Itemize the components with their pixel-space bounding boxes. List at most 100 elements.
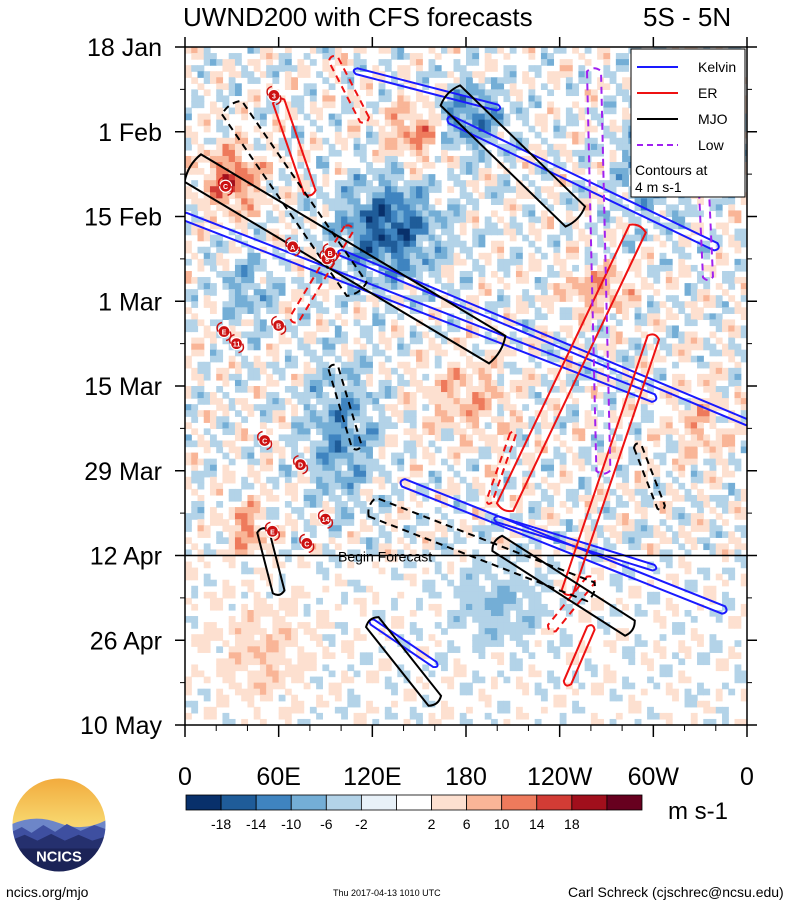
heat-cell [497,180,505,187]
heat-cell [615,174,623,181]
heat-cell [472,567,480,575]
heat-cell [559,289,567,296]
heat-cell [247,186,255,193]
heat-cell [490,95,498,103]
heat-cell [309,549,317,557]
heat-cell [278,573,286,581]
heat-cell [622,603,629,611]
heat-cell [422,246,430,254]
heat-cell [272,658,280,666]
heat-cell [547,264,555,272]
heat-cell [322,89,330,97]
heat-cell [278,331,286,339]
heat-cell [547,628,555,635]
heat-cell [497,216,505,224]
heat-cell [378,507,386,514]
heat-cell [615,53,623,60]
heat-cell [434,652,442,660]
heat-cell [590,149,598,157]
heat-cell [584,210,592,218]
heat-cell [509,494,517,502]
heat-cell [391,482,398,490]
heat-cell [503,519,511,526]
heat-cell [534,361,542,369]
heat-cell [478,361,486,369]
heat-cell [253,355,261,363]
heat-cell [409,398,417,405]
heat-cell [284,398,292,405]
heat-cell [503,319,511,327]
heat-cell [347,107,355,115]
heat-cell [590,501,598,508]
heat-cell [490,676,498,684]
heat-cell [259,107,267,115]
heat-cell [366,494,373,502]
heat-cell [490,83,498,90]
heat-cell [341,349,348,357]
heat-cell [185,519,192,526]
heat-cell [572,168,579,175]
heat-cell [559,452,567,460]
heat-cell [466,246,473,254]
heat-cell [185,289,192,296]
heat-cell [478,410,486,417]
heat-cell [334,507,342,514]
heat-cell [665,331,673,339]
heat-cell [272,143,280,151]
heat-cell [197,670,205,678]
heat-cell [528,367,536,375]
heat-cell [490,682,498,690]
heat-cell [409,712,417,720]
heat-cell [316,494,323,502]
heat-cell [447,210,455,218]
heat-cell [259,652,267,660]
heat-cell [622,628,629,635]
heat-cell [278,549,286,557]
heat-cell [328,337,336,345]
heat-cell [253,313,261,321]
heat-cell [640,507,648,514]
heat-cell [653,434,661,442]
heat-cell [228,295,236,302]
heat-cell [615,162,623,169]
heat-cell [241,65,249,72]
heat-cell [559,343,567,351]
heat-cell [490,307,498,314]
heat-cell [522,289,530,296]
heat-cell [597,555,604,563]
heat-cell [341,501,348,508]
heat-cell [409,367,417,375]
heat-cell [316,337,323,345]
heat-cell [409,210,417,218]
heat-cell [484,392,492,399]
heat-cell [259,325,267,333]
heat-cell [428,240,436,248]
heat-cell [328,488,336,496]
heat-cell [553,549,561,557]
heat-cell [622,361,629,369]
heat-cell [366,270,373,278]
heat-cell [659,507,667,514]
heat-cell [584,270,592,278]
heat-cell [247,452,255,460]
heat-cell [197,47,205,54]
heat-cell [191,476,199,484]
heat-cell [216,537,224,544]
heat-cell [490,301,498,308]
heat-cell [409,549,417,557]
heat-cell [209,264,217,272]
heat-cell [547,59,555,66]
heat-cell [366,658,373,666]
heat-cell [316,452,323,460]
heat-cell [503,228,511,236]
heat-cell [441,392,448,399]
heat-cell [378,501,386,508]
heat-cell [185,319,192,327]
heat-cell [653,222,661,230]
heat-cell [466,216,473,224]
heat-cell [553,561,561,569]
heat-cell [528,488,536,496]
heat-cell [503,676,511,684]
heat-cell [647,531,654,538]
heat-cell [322,476,330,484]
